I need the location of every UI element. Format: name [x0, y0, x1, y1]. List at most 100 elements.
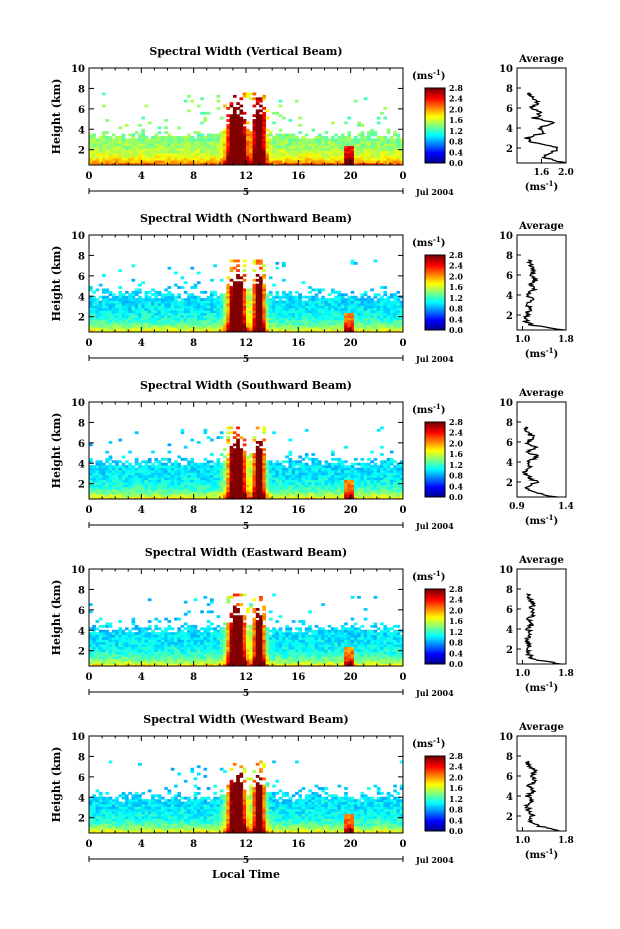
heatmap-cell [252, 298, 257, 301]
heatmap-cell [278, 496, 283, 500]
heatmap-cell [239, 477, 244, 481]
heatmap-cell [331, 305, 335, 309]
heatmap-cell [262, 298, 267, 301]
heatmap-cell [190, 157, 195, 161]
heatmap-cell [108, 300, 113, 304]
heatmap-cell [239, 104, 244, 108]
heatmap-cell [255, 298, 260, 301]
heatmap-cell [380, 315, 384, 318]
heatmap-cell [278, 150, 283, 154]
heatmap-cell [252, 327, 257, 330]
heatmap-cell [380, 479, 384, 483]
heatmap-cell [399, 329, 404, 333]
heatmap-cell [111, 494, 116, 497]
heatmap-cell [350, 465, 355, 468]
colorbar-tick-label: 0.4 [449, 147, 463, 157]
heatmap-cell [262, 290, 267, 294]
heatmap-cell [232, 160, 237, 163]
heatmap-cell [278, 329, 283, 333]
colorbar-segment [425, 268, 445, 271]
colorbar-segment [425, 99, 445, 102]
heatmap-cell [314, 329, 319, 333]
heatmap-cell [160, 160, 165, 163]
heatmap-cell [386, 470, 391, 473]
heatmap-cell [144, 160, 149, 163]
heatmap-cell [115, 470, 119, 473]
heatmap-cell [259, 128, 263, 132]
heatmap-cell [210, 136, 214, 139]
heatmap-cell [268, 477, 273, 481]
heatmap-cell [367, 310, 371, 314]
heatmap-cell [262, 303, 267, 306]
heatmap-cell [138, 303, 142, 306]
colorbar-segment [425, 298, 445, 301]
heatmap-cell [252, 477, 257, 481]
heatmap-cell [138, 295, 142, 299]
heatmap-cell [399, 494, 404, 497]
heatmap-cell [138, 329, 142, 333]
heatmap-cell [295, 99, 299, 103]
heatmap-cell [151, 472, 155, 476]
heatmap-cell [367, 479, 371, 483]
heatmap-cell [229, 494, 234, 497]
heatmap-cell [360, 477, 365, 481]
heatmap-cell [210, 298, 214, 301]
heatmap-cell [200, 322, 204, 326]
heatmap-cell [301, 477, 306, 481]
heatmap-cell [311, 157, 316, 161]
heatmap-cell [376, 121, 381, 125]
heatmap-cell [262, 155, 267, 159]
heatmap-cell [180, 470, 185, 473]
heatmap-cell [252, 92, 257, 96]
heatmap-cell [344, 150, 348, 154]
date-label: Jul 2004 [415, 187, 454, 197]
heatmap-cell [275, 300, 280, 304]
heatmap-cell [380, 486, 384, 490]
heatmap-cell [252, 491, 257, 495]
heatmap-cell [383, 484, 388, 488]
heatmap-cell [396, 133, 401, 137]
heatmap-cell [298, 131, 302, 134]
heatmap-cell [383, 491, 388, 495]
heatmap-cell [272, 479, 276, 483]
heatmap-cell [223, 484, 227, 488]
heatmap-cell [124, 482, 129, 485]
heatmap-cell [376, 150, 381, 154]
heatmap-cell [151, 155, 155, 159]
heatmap-cell [370, 155, 374, 159]
heatmap-cell [236, 310, 240, 314]
heatmap-cell [281, 133, 286, 137]
heatmap-cell [350, 152, 355, 156]
heatmap-cell [288, 470, 293, 473]
heatmap-cell [259, 99, 263, 103]
heatmap-cell [203, 477, 208, 481]
heatmap-cell [210, 293, 214, 297]
heatmap-cell [396, 298, 401, 301]
heatmap-cell [95, 288, 100, 292]
heatmap-cell [213, 315, 217, 318]
heatmap-cell [229, 453, 234, 456]
heatmap-cell [174, 319, 178, 323]
heatmap-cell [183, 152, 188, 156]
heatmap-cell [102, 150, 106, 154]
heatmap-cell [89, 310, 93, 314]
heatmap-cell [281, 477, 286, 481]
heatmap-cell [196, 494, 201, 497]
heatmap-cell [157, 479, 162, 483]
heatmap-cell [304, 133, 309, 137]
heatmap-cell [389, 486, 394, 490]
heatmap-cell [249, 298, 253, 301]
panel-title: Spectral Width (Northward Beam) [140, 212, 352, 225]
heatmap-cell [174, 148, 178, 151]
x-tick-label: 16 [291, 171, 305, 182]
heatmap-cell [383, 470, 388, 473]
heatmap-cell [380, 312, 384, 316]
heatmap-cell [275, 295, 280, 299]
heatmap-cell [138, 315, 142, 318]
heatmap-cell [399, 138, 404, 142]
heatmap-cell [357, 133, 361, 137]
heatmap-cell [124, 467, 129, 471]
heatmap-cell [124, 472, 129, 476]
heatmap-cell [170, 295, 175, 299]
heatmap-cell [115, 317, 119, 321]
